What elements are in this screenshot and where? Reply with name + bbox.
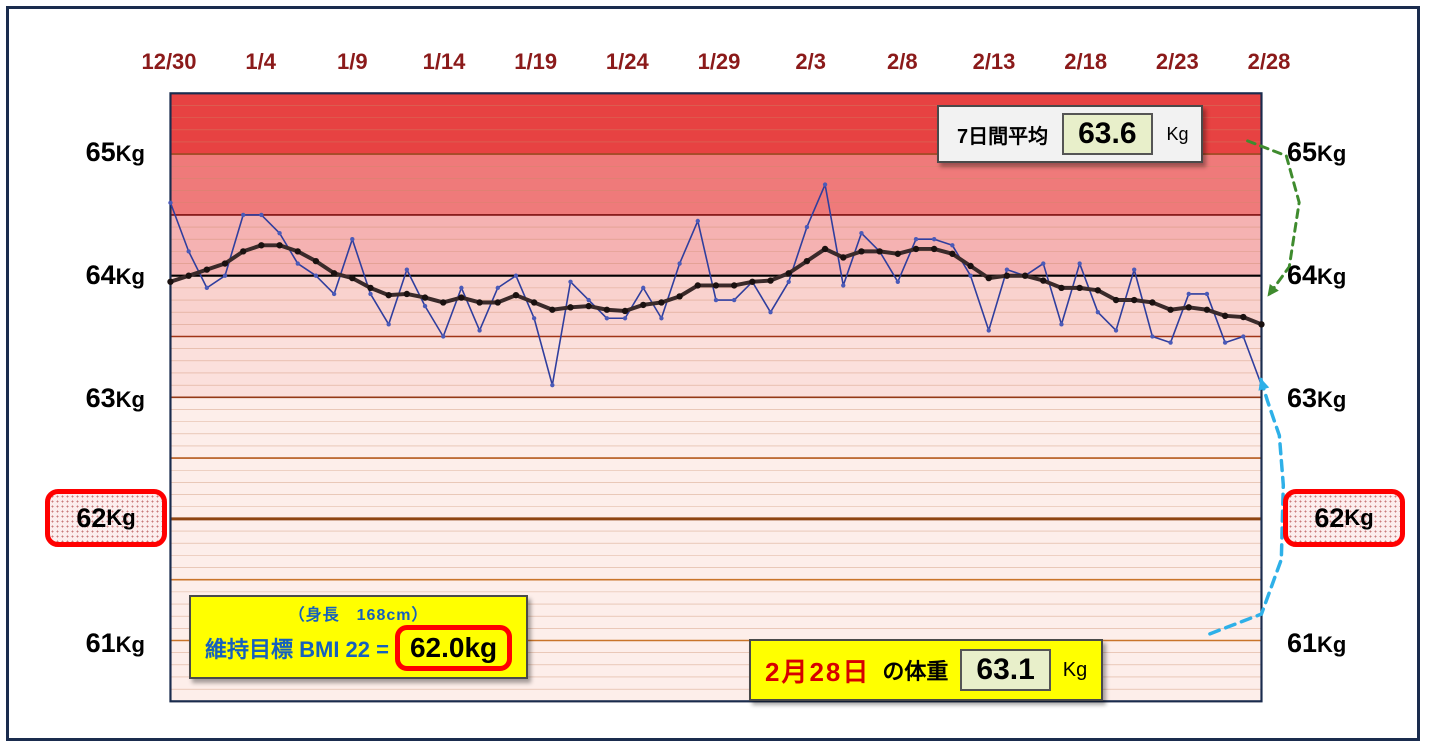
current-unit: Kg: [1063, 659, 1087, 682]
chart-frame: 61Kg 61Kg 63Kg 63Kg 64Kg 64Kg 65Kg 65Kg 12/30 1/…: [6, 6, 1420, 741]
bmi-height-text: （身長 168cm）: [289, 601, 429, 625]
current-weight-box: 2月28日 の体重 63.1 Kg: [749, 639, 1103, 701]
y-axis-label: 64Kg: [1287, 260, 1346, 291]
bmi-target-box: （身長 168cm） 維持目標 BMI 22 = 62.0kg: [189, 595, 528, 679]
x-axis-label: 1/4: [245, 49, 276, 75]
x-axis-label: 12/30: [141, 49, 196, 75]
y-axis-label: 65Kg: [1287, 137, 1346, 168]
current-date: 2月28日: [765, 652, 870, 689]
y-axis-label: 64Kg: [86, 260, 145, 291]
y-axis-label: 63Kg: [1287, 383, 1346, 414]
x-axis-label: 1/19: [514, 49, 557, 75]
current-value: 63.1: [960, 649, 1050, 691]
y-target-box-left: 62Kg: [45, 489, 167, 547]
bmi-value: 62.0kg: [395, 625, 512, 671]
x-axis-label: 1/9: [337, 49, 368, 75]
y-target-box-right: 62Kg: [1283, 489, 1405, 547]
avg-value: 63.6: [1062, 113, 1152, 155]
y-target-value: 62: [1314, 503, 1344, 534]
x-axis-label: 2/18: [1064, 49, 1107, 75]
avg-unit: Kg: [1167, 124, 1189, 145]
x-axis-label: 2/3: [795, 49, 826, 75]
y-axis-label: 61Kg: [1287, 628, 1346, 659]
x-axis-label: 1/14: [423, 49, 466, 75]
x-axis-label: 2/8: [887, 49, 918, 75]
x-axis-label: 2/28: [1248, 49, 1291, 75]
avg-box: 7日間平均 63.6 Kg: [937, 105, 1203, 163]
y-axis-label: 61Kg: [86, 628, 145, 659]
current-label: の体重: [882, 654, 948, 686]
bmi-label: 維持目標 BMI 22 =: [205, 632, 389, 664]
y-target-unit: Kg: [1344, 505, 1373, 531]
avg-label: 7日間平均: [957, 120, 1048, 149]
x-axis-label: 1/24: [606, 49, 649, 75]
y-target-unit: Kg: [106, 505, 135, 531]
y-axis-label: 65Kg: [86, 137, 145, 168]
x-axis-label: 2/13: [973, 49, 1016, 75]
x-axis-label: 2/23: [1156, 49, 1199, 75]
y-target-value: 62: [76, 503, 106, 534]
x-axis-label: 1/29: [698, 49, 741, 75]
y-axis-label: 63Kg: [86, 383, 145, 414]
